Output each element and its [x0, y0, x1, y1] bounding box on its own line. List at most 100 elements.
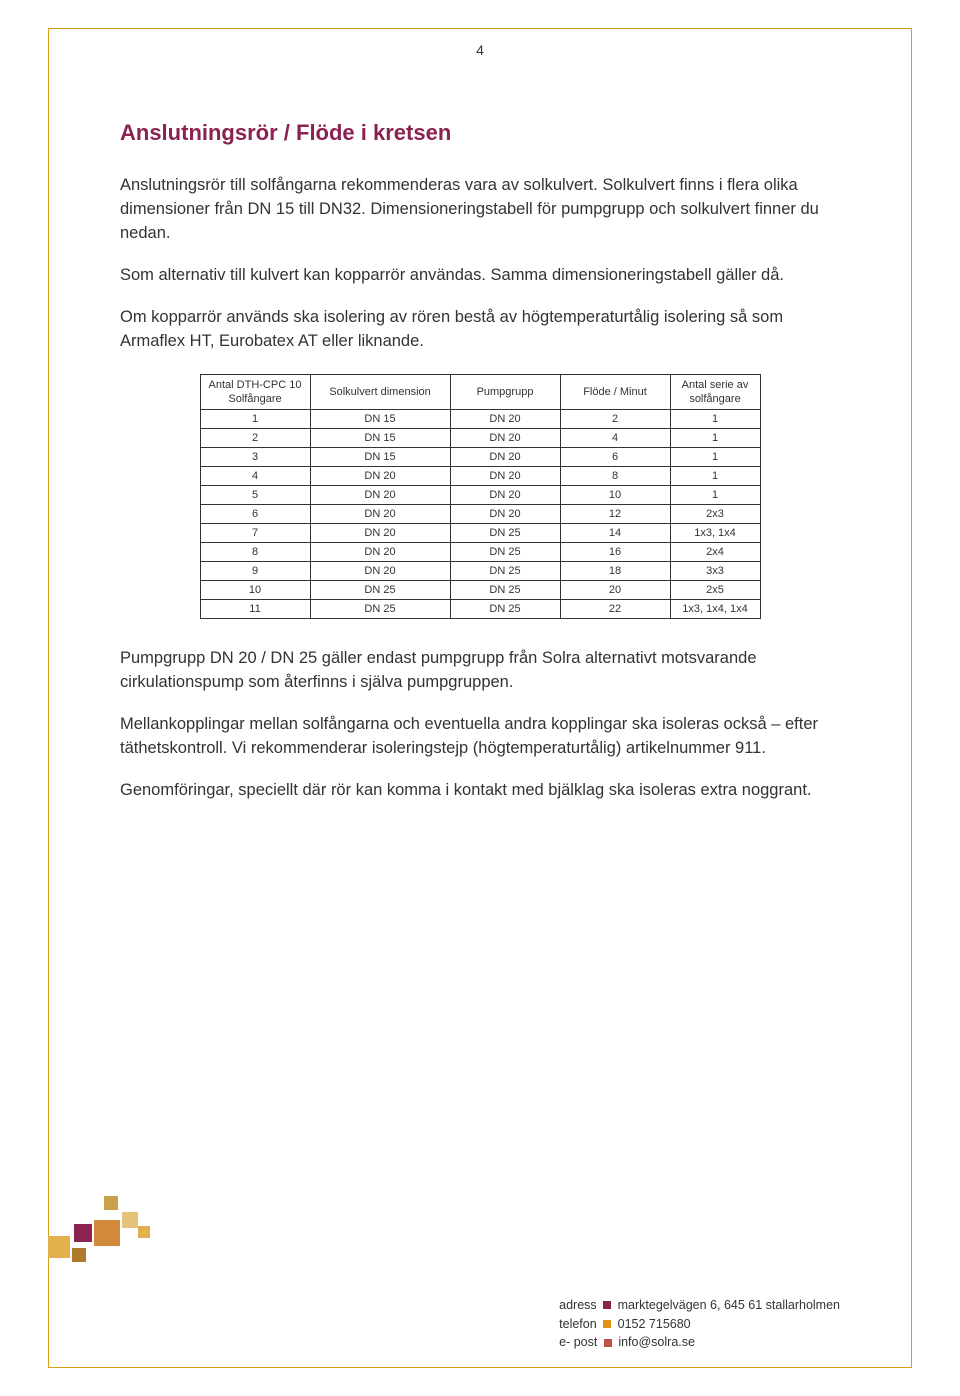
th-3: Flöde / Minut [560, 374, 670, 410]
table-cell: 4 [560, 429, 670, 448]
table-cell: 1x3, 1x4, 1x4 [670, 600, 760, 619]
table-cell: DN 20 [310, 467, 450, 486]
table-row: 6DN 20DN 20122x3 [200, 505, 760, 524]
square-icon [603, 1320, 611, 1328]
table-cell: 14 [560, 524, 670, 543]
table-cell: DN 15 [310, 448, 450, 467]
table-cell: 1 [670, 410, 760, 429]
table-row: 3DN 15DN 2061 [200, 448, 760, 467]
table-cell: 1 [670, 467, 760, 486]
footer-email-value: info@solra.se [618, 1335, 695, 1349]
table-cell: 7 [200, 524, 310, 543]
table-cell: 4 [200, 467, 310, 486]
paragraph-6: Genomföringar, speciellt där rör kan kom… [120, 779, 840, 803]
footer-address-label: adress [559, 1298, 597, 1312]
table-row: 2DN 15DN 2041 [200, 429, 760, 448]
table-cell: DN 15 [310, 410, 450, 429]
table-cell: DN 20 [450, 505, 560, 524]
table-cell: 3x3 [670, 562, 760, 581]
th-0: Antal DTH-CPC 10 Solfångare [200, 374, 310, 410]
table-row: 11DN 25DN 25221x3, 1x4, 1x4 [200, 600, 760, 619]
table-cell: 3 [200, 448, 310, 467]
table-cell: DN 20 [450, 429, 560, 448]
table-cell: DN 25 [450, 600, 560, 619]
table-cell: DN 25 [450, 524, 560, 543]
footer-email-label: e- post [559, 1335, 597, 1349]
table-cell: 8 [200, 543, 310, 562]
footer-phone-label: telefon [559, 1317, 597, 1331]
table-cell: 1x3, 1x4 [670, 524, 760, 543]
table-cell: DN 20 [310, 486, 450, 505]
table-cell: 22 [560, 600, 670, 619]
table-cell: 10 [560, 486, 670, 505]
page-number: 4 [0, 42, 960, 58]
table-cell: DN 25 [310, 600, 450, 619]
table-row: 9DN 20DN 25183x3 [200, 562, 760, 581]
table-cell: DN 20 [450, 467, 560, 486]
footer-phone: telefon 0152 715680 [559, 1315, 840, 1334]
table-cell: DN 20 [310, 505, 450, 524]
table-cell: 18 [560, 562, 670, 581]
paragraph-1: Anslutningsrör till solfångarna rekommen… [120, 174, 840, 246]
paragraph-4: Pumpgrupp DN 20 / DN 25 gäller endast pu… [120, 647, 840, 695]
deco-square [48, 1236, 70, 1258]
table-cell: DN 25 [450, 543, 560, 562]
table-cell: 2 [560, 410, 670, 429]
paragraph-5: Mellankopplingar mellan solfångarna och … [120, 713, 840, 761]
deco-square [72, 1248, 86, 1262]
table-cell: 9 [200, 562, 310, 581]
table-cell: 20 [560, 581, 670, 600]
table-header-row: Antal DTH-CPC 10 Solfångare Solkulvert d… [200, 374, 760, 410]
deco-square [122, 1212, 138, 1228]
table-cell: 10 [200, 581, 310, 600]
th-1: Solkulvert dimension [310, 374, 450, 410]
deco-square [94, 1220, 120, 1246]
deco-square [104, 1196, 118, 1210]
page-heading: Anslutningsrör / Flöde i kretsen [120, 120, 840, 146]
dimension-table: Antal DTH-CPC 10 Solfångare Solkulvert d… [200, 374, 761, 620]
table-row: 1DN 15DN 2021 [200, 410, 760, 429]
square-icon [603, 1301, 611, 1309]
table-cell: 12 [560, 505, 670, 524]
table-cell: 6 [560, 448, 670, 467]
table-row: 8DN 20DN 25162x4 [200, 543, 760, 562]
table-cell: DN 25 [310, 581, 450, 600]
th-4: Antal serie av solfångare [670, 374, 760, 410]
table-cell: DN 20 [450, 448, 560, 467]
table-cell: 6 [200, 505, 310, 524]
table-cell: DN 15 [310, 429, 450, 448]
table-cell: 2x5 [670, 581, 760, 600]
paragraph-3: Om kopparrör används ska isolering av rö… [120, 306, 840, 354]
table-cell: DN 20 [310, 562, 450, 581]
deco-square [74, 1224, 92, 1242]
table-cell: DN 25 [450, 562, 560, 581]
square-icon [604, 1339, 612, 1347]
footer: adress marktegelvägen 6, 645 61 stallarh… [559, 1296, 840, 1352]
table-cell: 1 [200, 410, 310, 429]
table-cell: 2x3 [670, 505, 760, 524]
decorative-squares [48, 1176, 168, 1276]
table-cell: DN 20 [450, 410, 560, 429]
table-cell: DN 25 [450, 581, 560, 600]
table-cell: DN 20 [450, 486, 560, 505]
content-area: Anslutningsrör / Flöde i kretsen Anslutn… [120, 120, 840, 821]
table-cell: DN 20 [310, 543, 450, 562]
table-row: 10DN 25DN 25202x5 [200, 581, 760, 600]
table-cell: 8 [560, 467, 670, 486]
table-cell: 11 [200, 600, 310, 619]
table-cell: 2x4 [670, 543, 760, 562]
footer-address-value: marktegelvägen 6, 645 61 stallarholmen [618, 1298, 840, 1312]
footer-phone-value: 0152 715680 [618, 1317, 691, 1331]
table-row: 4DN 20DN 2081 [200, 467, 760, 486]
table-cell: 1 [670, 429, 760, 448]
table-cell: 16 [560, 543, 670, 562]
table-cell: 5 [200, 486, 310, 505]
deco-square [138, 1226, 150, 1238]
footer-email: e- post info@solra.se [559, 1333, 840, 1352]
paragraph-2: Som alternativ till kulvert kan kopparrö… [120, 264, 840, 288]
table-cell: DN 20 [310, 524, 450, 543]
footer-address: adress marktegelvägen 6, 645 61 stallarh… [559, 1296, 840, 1315]
table-cell: 2 [200, 429, 310, 448]
th-2: Pumpgrupp [450, 374, 560, 410]
table-row: 7DN 20DN 25141x3, 1x4 [200, 524, 760, 543]
